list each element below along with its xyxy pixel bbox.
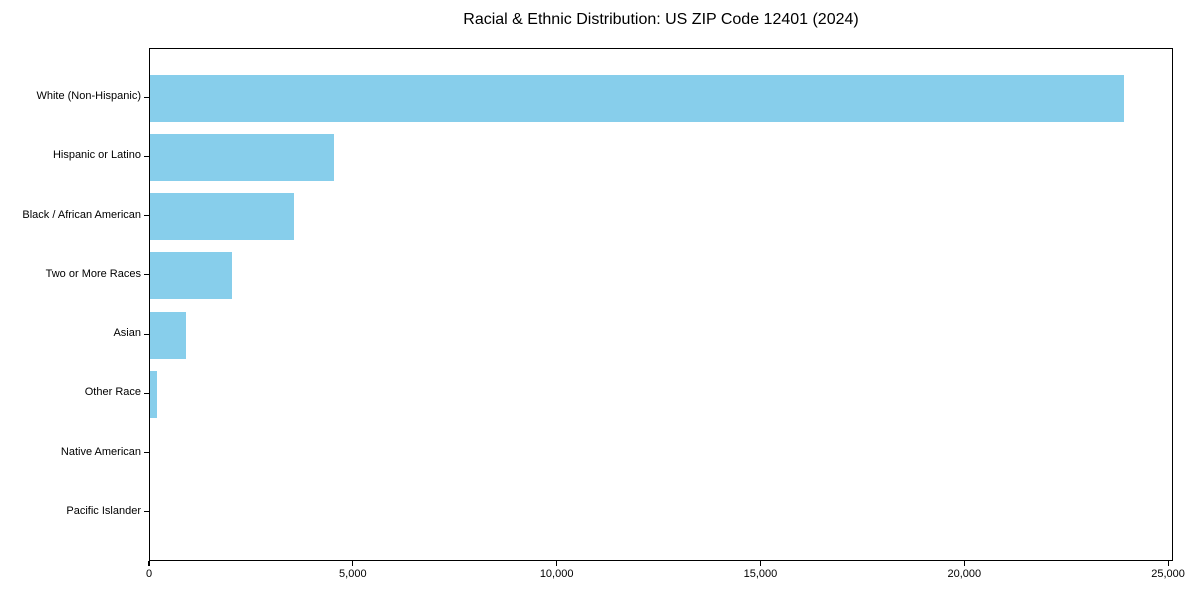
- y-tick-label: Two or More Races: [45, 267, 141, 280]
- y-tick-label: Black / African American: [22, 208, 141, 221]
- chart-title: Racial & Ethnic Distribution: US ZIP Cod…: [463, 11, 859, 28]
- x-tick-label: 0: [145, 568, 153, 580]
- x-tick-mark: [963, 561, 965, 566]
- y-tick-label: Other Race: [84, 386, 141, 399]
- y-tick-mark: [144, 274, 149, 276]
- plot-area: [149, 48, 1173, 561]
- y-tick-label: Pacific Islander: [66, 504, 141, 517]
- bar-white-non-hispanic: [150, 74, 1125, 122]
- x-tick-label: 20,000: [947, 568, 982, 580]
- x-tick-label: 10,000: [539, 568, 574, 580]
- bar-asian: [150, 311, 186, 359]
- y-tick-mark: [144, 511, 149, 513]
- y-tick-mark: [144, 215, 149, 217]
- x-tick-label: 25,000: [1151, 568, 1185, 580]
- x-tick-label: 5,000: [339, 568, 367, 580]
- y-tick-mark: [144, 333, 149, 335]
- bar-other-race: [150, 370, 158, 418]
- x-tick-mark: [148, 561, 150, 566]
- bar-hispanic-or-latino: [150, 133, 334, 181]
- y-tick-label: Native American: [60, 445, 141, 458]
- x-tick-mark: [1167, 561, 1169, 566]
- y-tick-label: White (Non-Hispanic): [36, 90, 141, 103]
- x-tick-mark: [352, 561, 354, 566]
- x-tick-label: 15,000: [743, 568, 778, 580]
- y-tick-mark: [144, 96, 149, 98]
- x-tick-mark: [759, 561, 762, 566]
- y-tick-mark: [144, 452, 149, 454]
- bar-two-or-more-races: [150, 252, 232, 300]
- y-tick-label: Asian: [113, 327, 141, 340]
- x-tick-mark: [556, 561, 558, 566]
- bar-black-african-american: [150, 193, 295, 241]
- y-tick-mark: [144, 392, 149, 394]
- y-tick-mark: [144, 155, 149, 157]
- y-tick-label: Hispanic or Latino: [52, 149, 141, 162]
